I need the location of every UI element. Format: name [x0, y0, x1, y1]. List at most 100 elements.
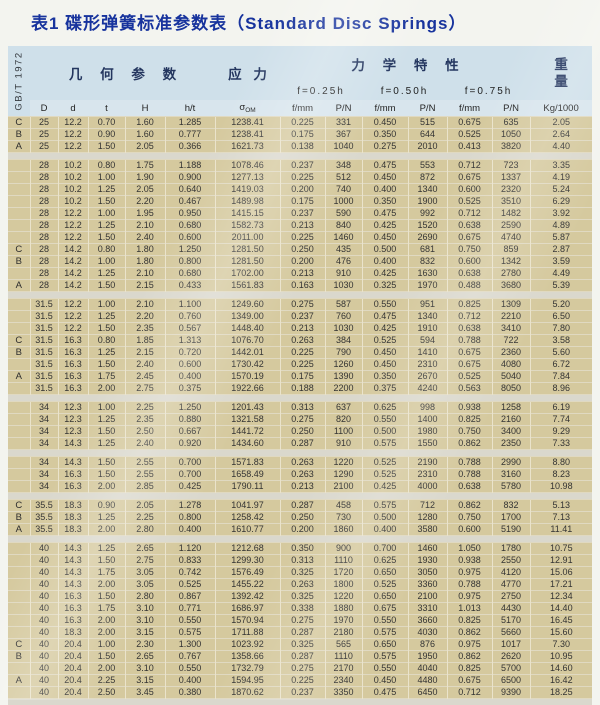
table-cell: 384 — [325, 335, 362, 347]
table-cell: 0.880 — [165, 414, 215, 426]
table-cell: 2.80 — [125, 591, 165, 603]
table-cell: 0.950 — [165, 208, 215, 220]
table-cell: 1.25 — [88, 438, 125, 450]
table-cell: 1017 — [492, 639, 530, 651]
table-cell: 2.40 — [125, 359, 165, 371]
group-header-weight: 重 量 — [530, 46, 592, 100]
series-label-cell — [8, 543, 30, 555]
table-cell: 28 — [30, 256, 58, 268]
table-cell: 1980 — [408, 426, 447, 438]
table-cell: 1520 — [408, 220, 447, 232]
table-cell: 1000 — [325, 196, 362, 208]
table-cell: 0.250 — [280, 244, 325, 256]
table-cell: 4040 — [408, 663, 447, 675]
table-cell: 28 — [30, 208, 58, 220]
table-cell: 2011.00 — [215, 232, 280, 244]
table-cell: 1.25 — [88, 414, 125, 426]
series-label-cell — [8, 208, 30, 220]
series-label-cell: A — [8, 524, 30, 536]
table-cell: 1950 — [408, 651, 447, 663]
table-cell: 0.250 — [280, 426, 325, 438]
table-cell: 40 — [30, 627, 58, 639]
group-separator — [8, 153, 592, 160]
table-cell: 2350 — [492, 438, 530, 450]
column-header: Kg/1000 — [530, 100, 592, 117]
table-cell: 0.825 — [447, 663, 492, 675]
table-cell: 2160 — [492, 414, 530, 426]
table-cell: 2.10 — [125, 299, 165, 311]
table-cell: 1922.66 — [215, 383, 280, 395]
table-cell: 20.4 — [58, 663, 88, 675]
column-header: f/mm — [280, 100, 325, 117]
series-label-cell: C — [8, 335, 30, 347]
table-cell: 0.90 — [88, 129, 125, 141]
table-cell: 0.720 — [165, 347, 215, 359]
table-cell: 0.638 — [447, 268, 492, 280]
table-cell: 6500 — [492, 675, 530, 687]
table-cell: 0.350 — [280, 543, 325, 555]
table-cell: 0.475 — [362, 160, 408, 172]
table-cell: 3400 — [492, 426, 530, 438]
table-cell: 2670 — [408, 371, 447, 383]
table-cell: 12.3 — [58, 402, 88, 414]
table-cell: 17.21 — [530, 579, 592, 591]
group-separator — [8, 450, 592, 457]
table-cell: 1900 — [408, 196, 447, 208]
table-cell: 15.60 — [530, 627, 592, 639]
series-label-cell — [8, 555, 30, 567]
table-cell: 635 — [492, 117, 530, 129]
table-cell: 0.200 — [280, 524, 325, 536]
table-cell: 1337 — [492, 172, 530, 184]
table-cell: 637 — [325, 402, 362, 414]
table-cell: 12.2 — [58, 129, 88, 141]
table-cell: 1340 — [408, 184, 447, 196]
table-cell: 7.33 — [530, 438, 592, 450]
series-label-cell: B — [8, 651, 30, 663]
table-cell: 1.285 — [165, 117, 215, 129]
table-cell: 1.100 — [165, 299, 215, 311]
table-cell: 0.700 — [165, 469, 215, 481]
table-cell: 1930 — [408, 555, 447, 567]
table-cell: 1.75 — [125, 160, 165, 172]
table-cell: 1700 — [492, 512, 530, 524]
table-cell: 1.313 — [165, 335, 215, 347]
table-cell: 2310 — [408, 469, 447, 481]
column-header: f/mm — [447, 100, 492, 117]
table-cell: 998 — [408, 402, 447, 414]
table-cell: 3.10 — [125, 663, 165, 675]
table-cell: 16.3 — [58, 347, 88, 359]
table-cell: 2180 — [325, 627, 362, 639]
series-label-cell: C — [8, 117, 30, 129]
table-cell: 0.237 — [280, 311, 325, 323]
table-cell: 0.575 — [165, 627, 215, 639]
table-cell: 10.2 — [58, 196, 88, 208]
table-cell: 4240 — [408, 383, 447, 395]
table-cell: 0.213 — [280, 323, 325, 335]
table-cell: 0.350 — [362, 196, 408, 208]
table-cell: 0.467 — [165, 196, 215, 208]
table-cell: 1358.66 — [215, 651, 280, 663]
table-cell: 4.19 — [530, 172, 592, 184]
table-cell: 348 — [325, 160, 362, 172]
table-cell: 0.450 — [362, 347, 408, 359]
separator-cell — [8, 292, 592, 299]
table-cell: 7.30 — [530, 639, 592, 651]
table-cell: 1910 — [408, 323, 447, 335]
table-cell: 2.00 — [88, 663, 125, 675]
table-cell: 25 — [30, 129, 58, 141]
table-cell: 28 — [30, 172, 58, 184]
table-cell: 12.34 — [530, 591, 592, 603]
table-cell: 34 — [30, 481, 58, 493]
table-cell: 1349.00 — [215, 311, 280, 323]
table-cell: 34 — [30, 414, 58, 426]
table-cell: 1260 — [325, 359, 362, 371]
table-cell: 0.862 — [447, 438, 492, 450]
